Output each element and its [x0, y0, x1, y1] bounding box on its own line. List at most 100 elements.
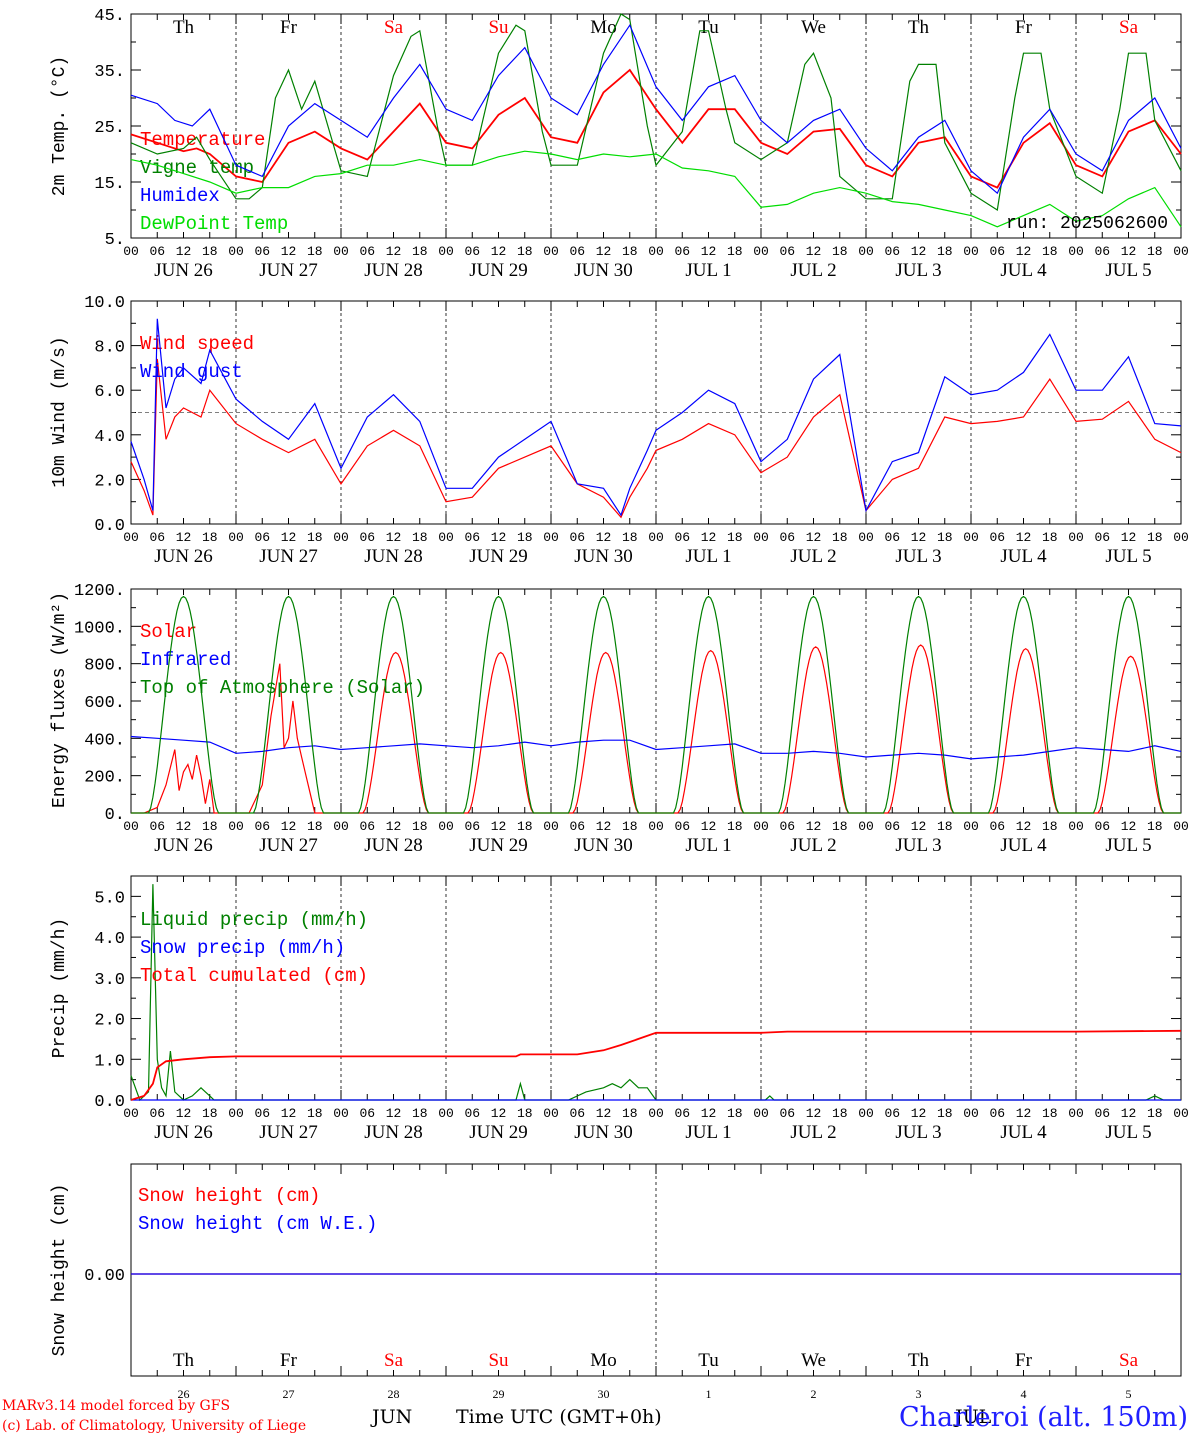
y-tick-label: 600.	[84, 694, 125, 713]
hour-tick-label: 12	[1121, 244, 1137, 259]
date-label: JUL 3	[895, 260, 941, 281]
date-label: JUN 27	[259, 1122, 318, 1143]
weekday-label: Mo	[590, 17, 616, 38]
hour-tick-label: 06	[569, 244, 585, 259]
y-tick-label: 0.0	[94, 517, 125, 536]
date-label: JUN 29	[469, 1122, 528, 1143]
hour-tick-label: 18	[1147, 819, 1163, 834]
hour-tick-label: 00	[228, 819, 244, 834]
weekday-label: Sa	[1119, 1350, 1139, 1371]
hour-tick-label: 12	[701, 1106, 717, 1121]
weekday-label: Mo	[590, 1350, 616, 1371]
date-label: JUN 27	[259, 546, 318, 567]
hour-tick-label: 00	[123, 530, 139, 545]
hour-tick-label: 18	[937, 1106, 953, 1121]
hour-tick-label: 00	[123, 819, 139, 834]
hour-tick-label: 06	[989, 819, 1005, 834]
y-tick-label: 4.0	[94, 428, 125, 447]
hour-tick-label: 18	[412, 819, 428, 834]
weekday-label: Fr	[1015, 17, 1033, 38]
chart-panel-2: 0.0 2.0 4.0 6.0 8.0 10.0 10m Wind (m/s) 00 06 12 1…	[50, 294, 1189, 567]
y-axis-title: Energy fluxes (W/m²)	[50, 592, 70, 808]
date-label: JUN 26	[154, 835, 213, 856]
series-line-humidex	[130, 23, 1182, 195]
day-number-label: 3	[916, 1387, 922, 1401]
y-tick-label: 0.	[105, 806, 125, 825]
hour-tick-label: 12	[911, 1106, 927, 1121]
hour-tick-label: 18	[1147, 530, 1163, 545]
day-number-label: 27	[283, 1387, 295, 1401]
hour-tick-label: 00	[228, 1106, 244, 1121]
legend-entry: Infrared	[140, 649, 231, 671]
date-label: JUN 27	[259, 835, 318, 856]
hour-tick-label: 18	[1042, 819, 1058, 834]
hour-tick-label: 18	[307, 244, 323, 259]
hour-tick-label: 12	[911, 819, 927, 834]
hour-tick-label: 12	[806, 244, 822, 259]
hour-tick-label: 12	[596, 244, 612, 259]
weekday-label: We	[801, 17, 826, 38]
date-label: JUN 30	[574, 1122, 633, 1143]
y-tick-label: 2.0	[94, 472, 125, 491]
date-label: JUN 28	[364, 1122, 423, 1143]
y-axis-title: Precip (mm/h)	[50, 918, 70, 1058]
hour-tick-label: 12	[806, 819, 822, 834]
date-label: JUL 4	[1000, 546, 1047, 567]
chart-panel-5: 0.00 Snow height (cm) Th Fr Sa Su Mo Tu We Th Fr Sa…	[50, 1163, 1182, 1401]
hour-tick-label: 12	[491, 244, 507, 259]
hour-tick-label: 12	[176, 244, 192, 259]
hour-tick-label: 00	[543, 530, 559, 545]
date-label: JUL 3	[895, 546, 941, 567]
weekday-label: Fr	[280, 1350, 298, 1371]
weekday-label: Th	[173, 1350, 195, 1371]
hour-tick-label: 00	[228, 244, 244, 259]
hour-tick-label: 00	[1068, 819, 1084, 834]
date-label: JUL 2	[790, 1122, 836, 1143]
date-label: JUN 26	[154, 1122, 213, 1143]
day-number-label: 5	[1126, 1387, 1132, 1401]
hour-tick-label: 12	[701, 244, 717, 259]
hour-tick-label: 06	[569, 530, 585, 545]
hour-tick-label: 06	[149, 1106, 165, 1121]
hour-tick-label: 18	[832, 1106, 848, 1121]
hour-tick-label: 00	[858, 819, 874, 834]
hour-tick-label: 12	[596, 530, 612, 545]
hour-tick-label: 06	[779, 244, 795, 259]
series-line-infrared	[130, 735, 1182, 760]
y-tick-label: 200.	[84, 769, 125, 788]
date-label: JUL 1	[685, 835, 731, 856]
date-label: JUN 29	[469, 835, 528, 856]
date-label: JUL 5	[1105, 546, 1151, 567]
hour-tick-label: 18	[202, 1106, 218, 1121]
date-label: JUN 29	[469, 260, 528, 281]
hour-tick-label: 12	[176, 819, 192, 834]
date-label: JUN 30	[574, 546, 633, 567]
legend-entry: Solar	[140, 621, 197, 643]
legend-entry: Wind speed	[140, 333, 254, 355]
hour-tick-label: 18	[202, 819, 218, 834]
y-axis-title: 2m Temp. (°C)	[50, 56, 70, 196]
day-number-label: 1	[706, 1387, 712, 1401]
hour-tick-label: 00	[1173, 244, 1189, 259]
date-label: JUL 2	[790, 835, 836, 856]
y-tick-label: 4.0	[94, 930, 125, 949]
y-tick-label: 800.	[84, 657, 125, 676]
hour-tick-label: 00	[438, 244, 454, 259]
weekday-label: Su	[488, 17, 509, 38]
hour-tick-label: 06	[779, 530, 795, 545]
hour-tick-label: 00	[123, 244, 139, 259]
weekday-label: Fr	[1015, 1350, 1033, 1371]
hour-tick-label: 18	[727, 1106, 743, 1121]
legend-entry: Snow precip (mm/h)	[140, 937, 345, 959]
hour-tick-label: 00	[333, 530, 349, 545]
hour-tick-label: 00	[1068, 244, 1084, 259]
hour-tick-label: 12	[596, 819, 612, 834]
series-line-wind-gust	[130, 318, 1182, 517]
hour-tick-label: 00	[1173, 819, 1189, 834]
weekday-label: Fr	[280, 17, 298, 38]
hour-tick-label: 00	[1068, 1106, 1084, 1121]
hour-tick-label: 12	[281, 244, 297, 259]
y-tick-label: 10.0	[84, 294, 125, 313]
station-name: Charleroi (alt. 150m)	[899, 1402, 1188, 1433]
